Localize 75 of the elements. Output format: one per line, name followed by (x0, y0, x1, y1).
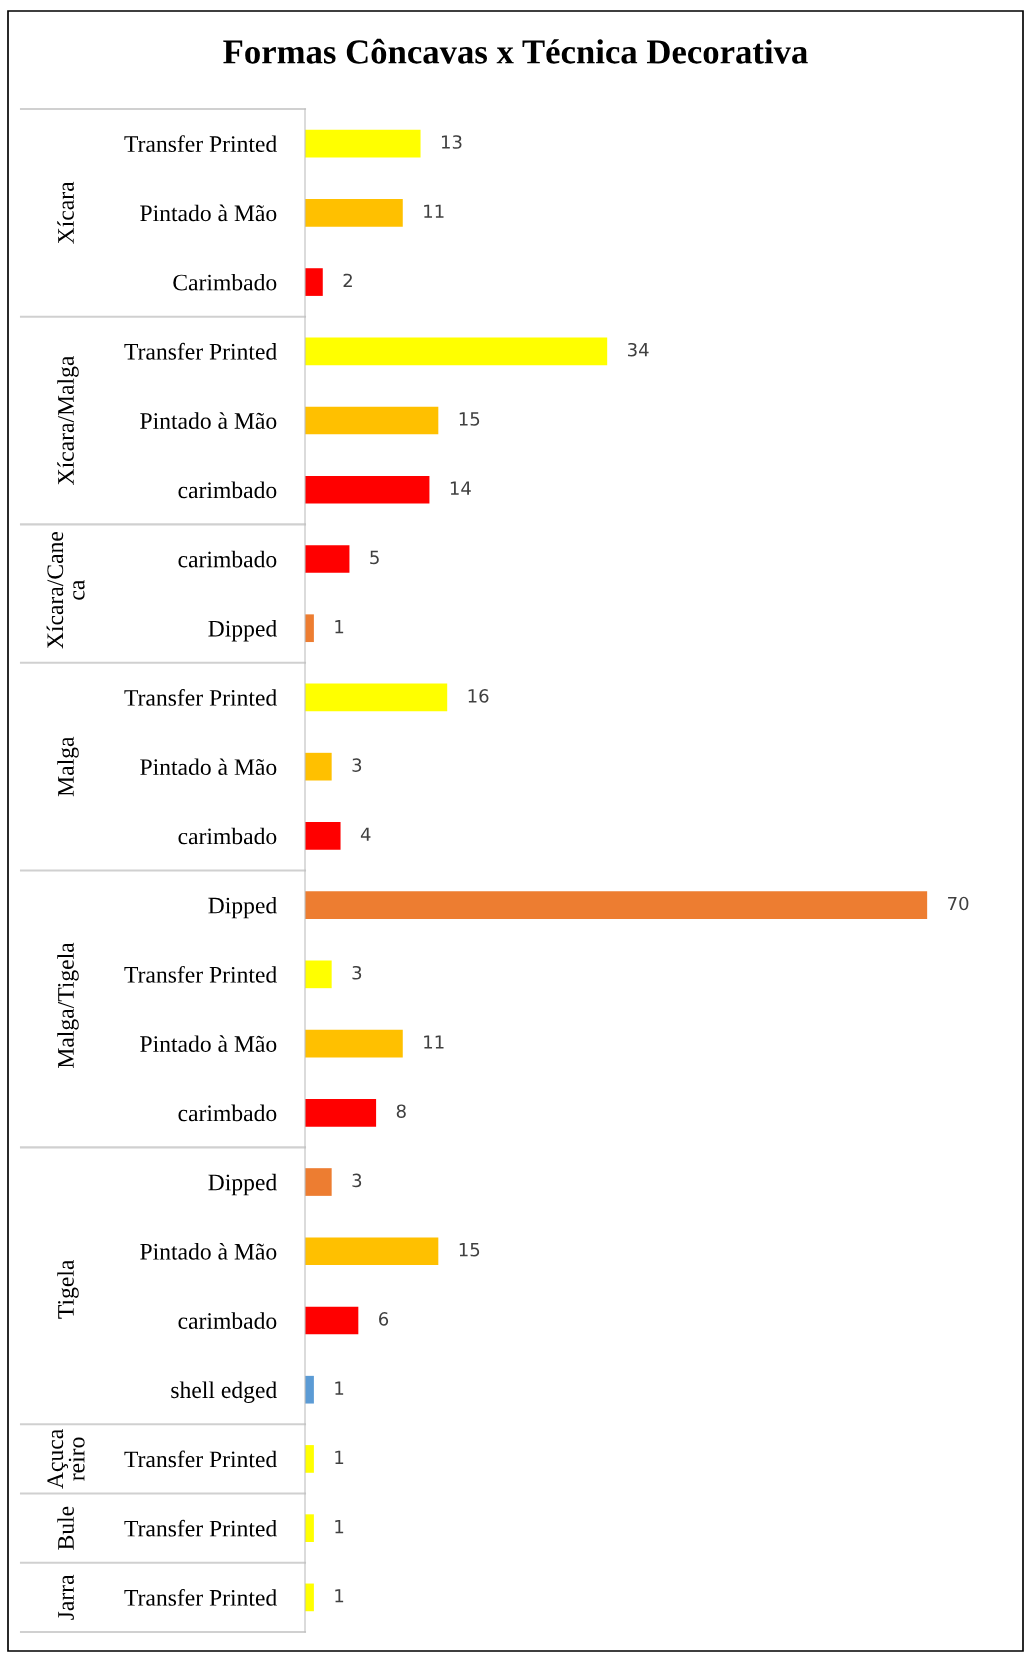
bar (305, 683, 448, 712)
y-tick-label: Transfer Printed (124, 342, 277, 360)
y-tick-label: Pintado à Mão (140, 1035, 277, 1052)
y-tick-label: Pintado à Mão (140, 412, 277, 429)
data-label: 3 (352, 965, 362, 980)
y2-tick-label: Xícara (57, 181, 74, 244)
y-tick-label: Dipped (208, 896, 277, 919)
y-tick-label: Carimbado (173, 273, 277, 291)
y-tick-label: carimbado (178, 481, 277, 499)
y-tick-label: shell edged (171, 1381, 277, 1403)
y-tick-label: Dipped (208, 1173, 277, 1196)
bar (305, 891, 928, 919)
y-tick-label: carimbado (178, 550, 277, 568)
y-tick-label: Pintado à Mão (140, 204, 277, 222)
data-label: 3 (352, 1173, 362, 1188)
data-label: 8 (396, 1104, 406, 1119)
y-tick-label: carimbado (178, 827, 277, 845)
y2-tick-label: Xícara/Malga (57, 355, 79, 485)
data-label: 15 (459, 1243, 480, 1257)
bar (305, 337, 608, 366)
bar (305, 1514, 314, 1542)
bar (305, 1029, 403, 1058)
data-label: 5 (370, 550, 379, 565)
y-tick-label: Transfer Printed (124, 1519, 277, 1537)
data-label: 16 (468, 689, 489, 703)
bar (305, 268, 323, 296)
y-tick-label: Pintado à Mão (140, 758, 277, 776)
data-label: 1 (335, 1519, 344, 1534)
data-label: 2 (343, 273, 352, 288)
data-label: 3 (352, 758, 362, 772)
data-label: 34 (628, 342, 649, 357)
bar (305, 1306, 359, 1335)
y2-tick-label: Malga/Tigela (57, 942, 79, 1068)
y-tick-label: Transfer Printed (124, 965, 277, 983)
bar (305, 822, 341, 850)
y-tick-label: Transfer Printed (124, 135, 277, 153)
bar (305, 1237, 439, 1266)
bar (305, 1375, 314, 1404)
y2-tick-label: Bule (57, 1506, 74, 1550)
bar (305, 475, 430, 504)
data-label: 1 (335, 620, 344, 634)
bar (305, 752, 332, 781)
data-label: 11 (424, 1035, 444, 1049)
bar (305, 1445, 314, 1473)
y-tick-label: carimbado (178, 1312, 277, 1329)
y-tick-label: Dipped (208, 620, 277, 642)
y-tick-label: Transfer Printed (124, 1588, 277, 1606)
bar (305, 1098, 377, 1127)
data-label: 14 (450, 481, 471, 495)
y2-tick-label: Açuca reiro (47, 1429, 85, 1489)
y2-tick-label: Malga (57, 736, 79, 797)
y2-tick-label: Tigela (57, 1259, 79, 1319)
bar (305, 406, 439, 435)
data-label: 15 (459, 412, 480, 426)
y-tick-label: Pintado à Mão (140, 1243, 277, 1260)
y-tick-label: carimbado (178, 1104, 277, 1122)
data-label: 13 (441, 135, 462, 149)
y2-tick-label: Xícara/Cane ca (46, 531, 85, 649)
bar (305, 1168, 332, 1196)
data-label: 1 (335, 1589, 344, 1603)
chart-title: Formas Côncavas x Técnica Decorativa (223, 38, 808, 64)
bar (305, 960, 332, 989)
data-label: 1 (335, 1381, 344, 1395)
data-label: 6 (379, 1312, 389, 1326)
bar (305, 129, 421, 158)
data-label: 1 (335, 1450, 344, 1464)
y-tick-label: Transfer Printed (124, 1450, 277, 1468)
bar (305, 545, 350, 573)
bar (305, 614, 314, 643)
data-label: 70 (948, 896, 969, 911)
y-tick-label: Transfer Printed (124, 689, 277, 706)
data-label: 11 (424, 204, 444, 218)
bar (305, 199, 403, 227)
y2-tick-label: Jarra (58, 1574, 74, 1620)
data-label: 4 (360, 827, 371, 841)
